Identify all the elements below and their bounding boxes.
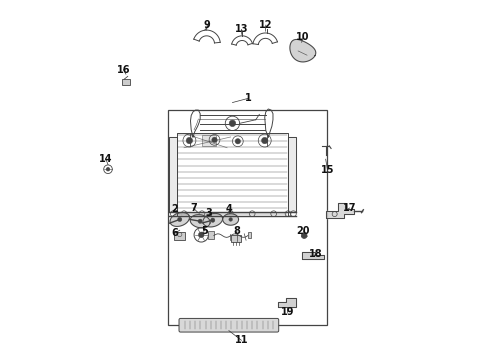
Polygon shape (190, 215, 210, 228)
Circle shape (186, 137, 193, 144)
Text: 19: 19 (281, 307, 294, 317)
Polygon shape (203, 213, 222, 227)
Polygon shape (326, 203, 354, 218)
Bar (208, 231, 214, 239)
Circle shape (198, 232, 204, 238)
Circle shape (262, 137, 268, 144)
Text: 2: 2 (172, 204, 178, 215)
Polygon shape (278, 298, 296, 307)
Bar (122, 79, 130, 85)
Circle shape (212, 137, 217, 143)
Circle shape (235, 139, 241, 144)
Circle shape (229, 218, 232, 221)
Text: 14: 14 (99, 154, 113, 164)
Text: 9: 9 (204, 20, 211, 30)
Polygon shape (290, 40, 316, 62)
Text: 18: 18 (309, 248, 323, 258)
FancyBboxPatch shape (179, 319, 279, 332)
Text: 17: 17 (343, 203, 356, 213)
Circle shape (198, 219, 202, 224)
Polygon shape (223, 214, 239, 225)
Text: 6: 6 (172, 228, 178, 238)
Text: 5: 5 (201, 226, 208, 236)
Bar (168, 110, 327, 325)
Circle shape (177, 217, 182, 222)
Text: 1: 1 (245, 93, 252, 103)
Circle shape (229, 120, 236, 127)
Text: 8: 8 (234, 226, 241, 236)
Text: 11: 11 (235, 335, 248, 345)
Circle shape (301, 233, 307, 238)
Circle shape (211, 218, 215, 222)
Text: 13: 13 (235, 24, 248, 35)
Polygon shape (288, 137, 296, 212)
Text: 20: 20 (297, 226, 310, 236)
Circle shape (106, 167, 110, 171)
Text: 3: 3 (206, 208, 213, 218)
Polygon shape (302, 252, 324, 259)
Text: 7: 7 (190, 203, 196, 213)
Bar (202, 135, 216, 146)
Bar (248, 232, 251, 238)
Text: 15: 15 (321, 165, 334, 175)
Text: 12: 12 (259, 20, 272, 30)
Bar (231, 234, 242, 242)
Polygon shape (169, 137, 177, 212)
Polygon shape (170, 212, 190, 226)
Text: 16: 16 (117, 64, 130, 75)
Bar (174, 232, 185, 240)
Text: 10: 10 (296, 32, 310, 42)
Text: 4: 4 (226, 204, 233, 215)
